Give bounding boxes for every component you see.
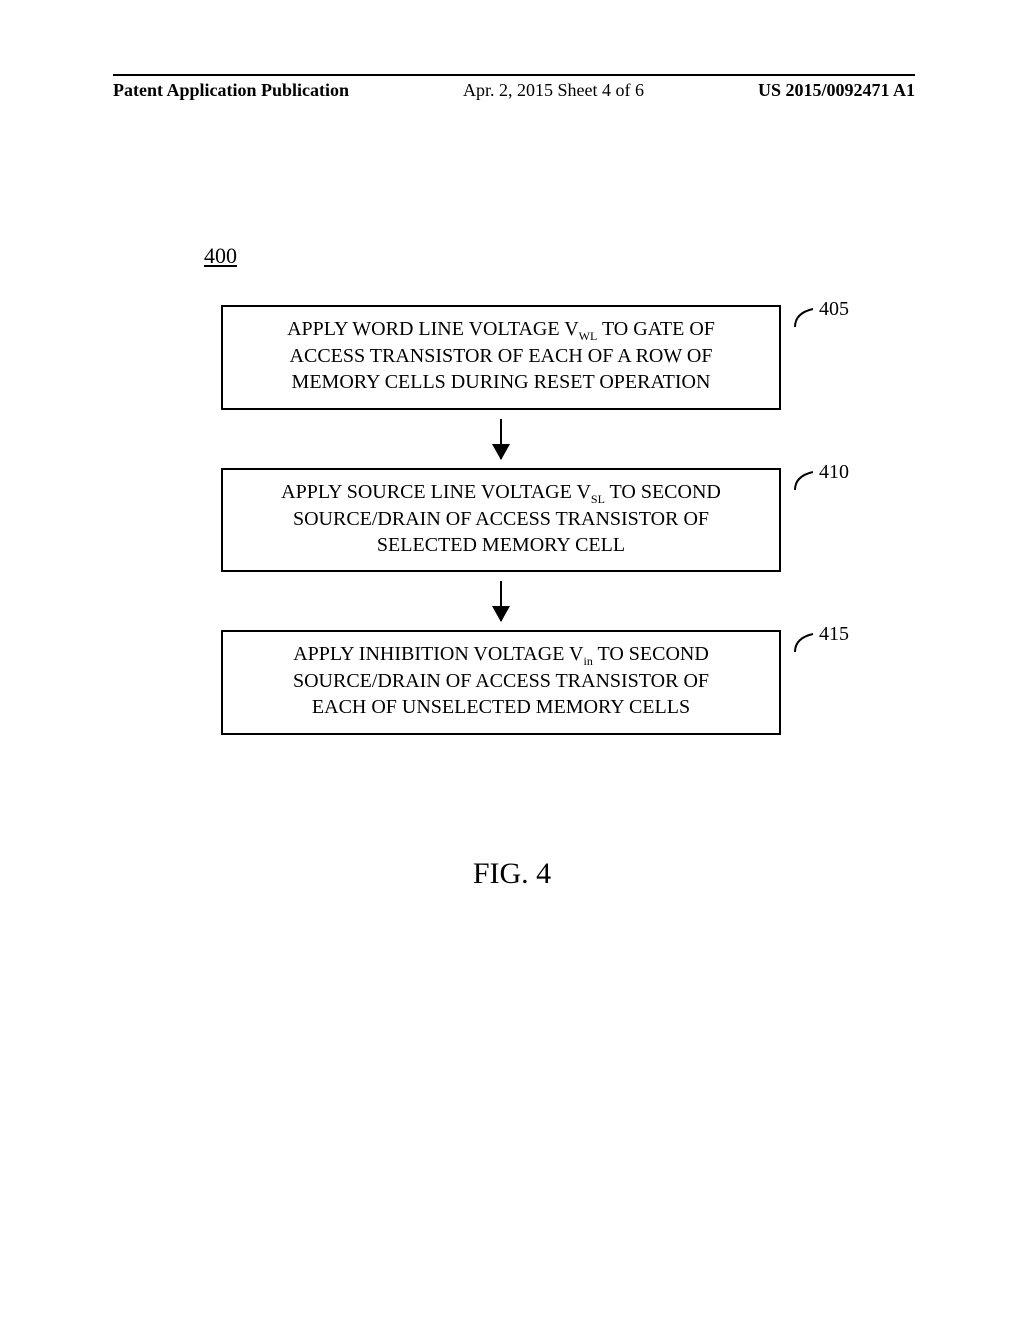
header-right: US 2015/0092471 A1	[758, 80, 915, 101]
line-sub: SL	[591, 492, 605, 506]
callout-curve-icon	[793, 470, 815, 492]
figure-reference-number: 400	[204, 243, 237, 269]
flow-box-line: SELECTED MEMORY CELL	[241, 533, 761, 559]
flow-arrow	[186, 410, 816, 468]
line-pre: ACCESS TRANSISTOR OF EACH OF A ROW OF	[290, 345, 713, 367]
line-post: TO SECOND	[593, 643, 709, 665]
flow-box-line: EACH OF UNSELECTED MEMORY CELLS	[241, 695, 761, 721]
flow-box-line: SOURCE/DRAIN OF ACCESS TRANSISTOR OF	[241, 669, 761, 695]
callout-curve-icon	[793, 632, 815, 654]
line-post: TO GATE OF	[597, 318, 715, 340]
arrow-down-icon	[500, 419, 502, 459]
line-pre: SOURCE/DRAIN OF ACCESS TRANSISTOR OF	[293, 508, 709, 530]
header-middle: Apr. 2, 2015 Sheet 4 of 6	[463, 80, 644, 101]
flowchart: 405 APPLY WORD LINE VOLTAGE VWL TO GATE …	[186, 305, 816, 735]
line-post: TO SECOND	[605, 481, 721, 503]
line-pre: SELECTED MEMORY CELL	[377, 534, 625, 556]
callout-curve-icon	[793, 307, 815, 329]
line-pre: APPLY WORD LINE VOLTAGE V	[287, 318, 579, 340]
flow-box-line: APPLY INHIBITION VOLTAGE Vin TO SECOND	[241, 642, 761, 669]
line-sub: WL	[579, 329, 598, 343]
line-pre: EACH OF UNSELECTED MEMORY CELLS	[312, 696, 690, 718]
flow-box-line: ACCESS TRANSISTOR OF EACH OF A ROW OF	[241, 344, 761, 370]
header-left: Patent Application Publication	[113, 80, 349, 101]
flow-box-line: SOURCE/DRAIN OF ACCESS TRANSISTOR OF	[241, 507, 761, 533]
patent-page: Patent Application Publication Apr. 2, 2…	[0, 0, 1024, 1320]
arrow-down-icon	[500, 581, 502, 621]
header-rule	[113, 74, 915, 76]
flow-box-410: 410 APPLY SOURCE LINE VOLTAGE VSL TO SEC…	[221, 468, 781, 573]
figure-caption: FIG. 4	[0, 857, 1024, 891]
line-pre: SOURCE/DRAIN OF ACCESS TRANSISTOR OF	[293, 670, 709, 692]
flow-box-405: 405 APPLY WORD LINE VOLTAGE VWL TO GATE …	[221, 305, 781, 410]
line-sub: in	[584, 654, 593, 668]
line-pre: APPLY INHIBITION VOLTAGE V	[293, 643, 583, 665]
flow-box-415: 415 APPLY INHIBITION VOLTAGE Vin TO SECO…	[221, 630, 781, 735]
page-header: Patent Application Publication Apr. 2, 2…	[113, 80, 915, 101]
callout-label: 410	[819, 460, 849, 486]
flow-arrow	[186, 572, 816, 630]
line-pre: APPLY SOURCE LINE VOLTAGE V	[281, 481, 591, 503]
flow-box-line: MEMORY CELLS DURING RESET OPERATION	[241, 370, 761, 396]
line-pre: MEMORY CELLS DURING RESET OPERATION	[292, 371, 711, 393]
flow-box-line: APPLY SOURCE LINE VOLTAGE VSL TO SECOND	[241, 480, 761, 507]
callout-label: 405	[819, 297, 849, 323]
flow-box-line: APPLY WORD LINE VOLTAGE VWL TO GATE OF	[241, 317, 761, 344]
callout-label: 415	[819, 622, 849, 648]
